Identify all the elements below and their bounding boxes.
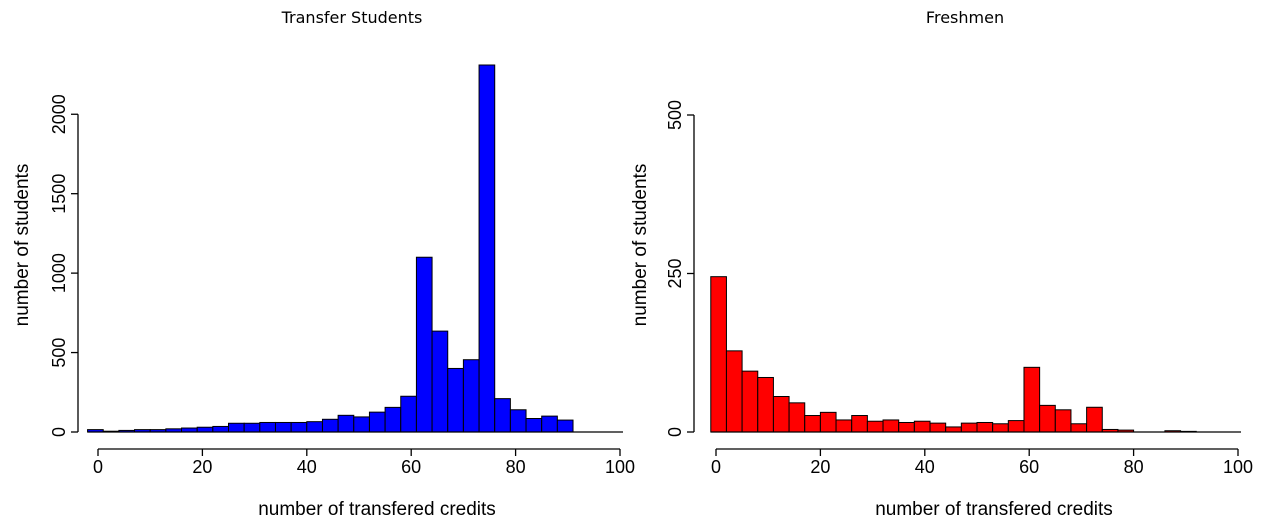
- x-axis-label: number of transfered credits: [258, 499, 496, 520]
- histogram-bar: [899, 422, 915, 432]
- histogram-bar: [883, 420, 899, 432]
- y-axis-label: number of students: [630, 164, 651, 327]
- x-tick-label: 80: [506, 457, 526, 477]
- x-tick-label: 80: [1124, 457, 1144, 477]
- histogram-bar: [993, 424, 1009, 432]
- histogram-bar: [260, 422, 276, 432]
- x-tick-label: 0: [711, 457, 721, 477]
- histogram-bar: [742, 371, 758, 432]
- histogram-bar: [1071, 424, 1087, 432]
- histogram-bar: [789, 403, 805, 432]
- x-tick-label: 100: [605, 457, 635, 477]
- x-axis-label: number of transfered credits: [875, 499, 1113, 520]
- histogram-bar: [463, 360, 479, 432]
- histogram-bar: [867, 421, 883, 432]
- histogram-bar: [244, 423, 260, 432]
- histogram-bar: [275, 422, 291, 432]
- histogram-bar: [961, 423, 977, 432]
- x-tick-label: 40: [915, 457, 935, 477]
- histogram-bar: [711, 277, 727, 432]
- y-axis: 0 250 500: [665, 100, 694, 437]
- x-tick-label: 0: [93, 457, 103, 477]
- histogram-bar: [291, 422, 307, 432]
- x-axis: 0 20 40 60 80 100: [711, 449, 1253, 477]
- bars: [88, 65, 623, 432]
- histogram-bar: [510, 410, 526, 432]
- histogram-bar: [213, 426, 229, 432]
- histogram-bar: [930, 423, 946, 432]
- transfer-students-histogram: Transfer Students number of transfered c…: [12, 8, 635, 520]
- histogram-bar: [338, 415, 354, 432]
- histogram-bar: [557, 420, 573, 432]
- histogram-bar: [322, 419, 338, 432]
- histogram-bar: [758, 377, 774, 432]
- x-tick-label: 100: [1223, 457, 1253, 477]
- histogram-bar: [542, 416, 558, 432]
- x-tick-label: 20: [192, 457, 212, 477]
- histogram-bar: [1008, 421, 1024, 432]
- histogram-bar: [726, 351, 742, 432]
- x-tick-label: 60: [401, 457, 421, 477]
- histogram-bar: [416, 257, 432, 432]
- x-axis: 0 20 40 60 80 100: [93, 449, 635, 477]
- histogram-bar: [385, 407, 401, 432]
- histogram-bar: [1024, 367, 1040, 432]
- y-tick-label: 250: [665, 258, 685, 288]
- histogram-bar: [852, 416, 868, 432]
- histogram-bar: [229, 423, 245, 432]
- histogram-bar: [197, 427, 213, 432]
- histogram-bar: [401, 396, 417, 432]
- histogram-bar: [432, 331, 448, 432]
- histogram-bar: [526, 419, 542, 433]
- y-axis-label: number of students: [12, 164, 33, 327]
- histogram-bar: [307, 422, 323, 432]
- y-tick-label: 500: [49, 338, 69, 368]
- y-tick-label: 500: [665, 100, 685, 130]
- histogram-bar: [914, 421, 930, 432]
- x-tick-label: 20: [810, 457, 830, 477]
- y-tick-label: 2000: [49, 94, 69, 134]
- bars: [711, 277, 1241, 432]
- y-tick-label: 0: [665, 427, 685, 437]
- y-tick-label: 1500: [49, 174, 69, 214]
- histogram-bar: [836, 420, 852, 432]
- histogram-bar: [1055, 410, 1071, 432]
- x-tick-label: 60: [1019, 457, 1039, 477]
- chart-title: Transfer Students: [281, 8, 423, 27]
- y-tick-label: 1000: [49, 253, 69, 293]
- freshmen-histogram: Freshmen number of transfered credits nu…: [630, 8, 1253, 520]
- chart-title: Freshmen: [926, 8, 1004, 27]
- histogram-bar: [369, 412, 385, 432]
- histogram-bar: [977, 422, 993, 432]
- histogram-bar: [448, 368, 464, 432]
- histogram-bar: [773, 397, 789, 433]
- histogram-bar: [805, 416, 821, 432]
- y-axis: 0 500 1000 1500 2000: [49, 94, 78, 437]
- histogram-bar: [495, 399, 511, 432]
- y-tick-label: 0: [49, 427, 69, 437]
- histogram-bar: [1040, 405, 1056, 432]
- histogram-bar: [479, 65, 495, 432]
- histogram-bar: [946, 427, 962, 432]
- histogram-bar: [354, 417, 370, 432]
- histogram-bar: [820, 412, 836, 432]
- x-tick-label: 40: [297, 457, 317, 477]
- histogram-bar: [1087, 407, 1103, 432]
